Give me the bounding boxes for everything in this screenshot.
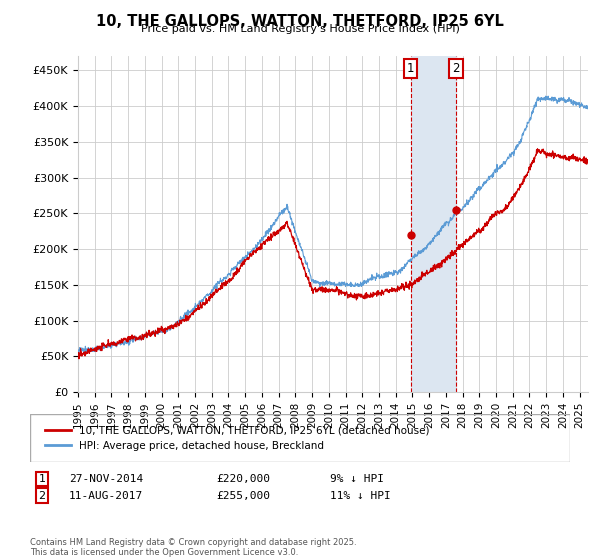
Legend: 10, THE GALLOPS, WATTON, THETFORD, IP25 6YL (detached house), HPI: Average price: 10, THE GALLOPS, WATTON, THETFORD, IP25 …: [41, 422, 434, 455]
Text: Contains HM Land Registry data © Crown copyright and database right 2025.
This d: Contains HM Land Registry data © Crown c…: [30, 538, 356, 557]
Text: £255,000: £255,000: [216, 491, 270, 501]
Text: 1: 1: [38, 474, 46, 484]
Text: 27-NOV-2014: 27-NOV-2014: [69, 474, 143, 484]
Text: 2: 2: [38, 491, 46, 501]
Text: £220,000: £220,000: [216, 474, 270, 484]
Text: 1: 1: [407, 62, 415, 76]
Text: 11-AUG-2017: 11-AUG-2017: [69, 491, 143, 501]
Text: Price paid vs. HM Land Registry's House Price Index (HPI): Price paid vs. HM Land Registry's House …: [140, 24, 460, 34]
Text: 11% ↓ HPI: 11% ↓ HPI: [330, 491, 391, 501]
Text: 10, THE GALLOPS, WATTON, THETFORD, IP25 6YL: 10, THE GALLOPS, WATTON, THETFORD, IP25 …: [96, 14, 504, 29]
Bar: [411, 56, 456, 392]
Text: 2: 2: [452, 62, 460, 76]
Text: 9% ↓ HPI: 9% ↓ HPI: [330, 474, 384, 484]
